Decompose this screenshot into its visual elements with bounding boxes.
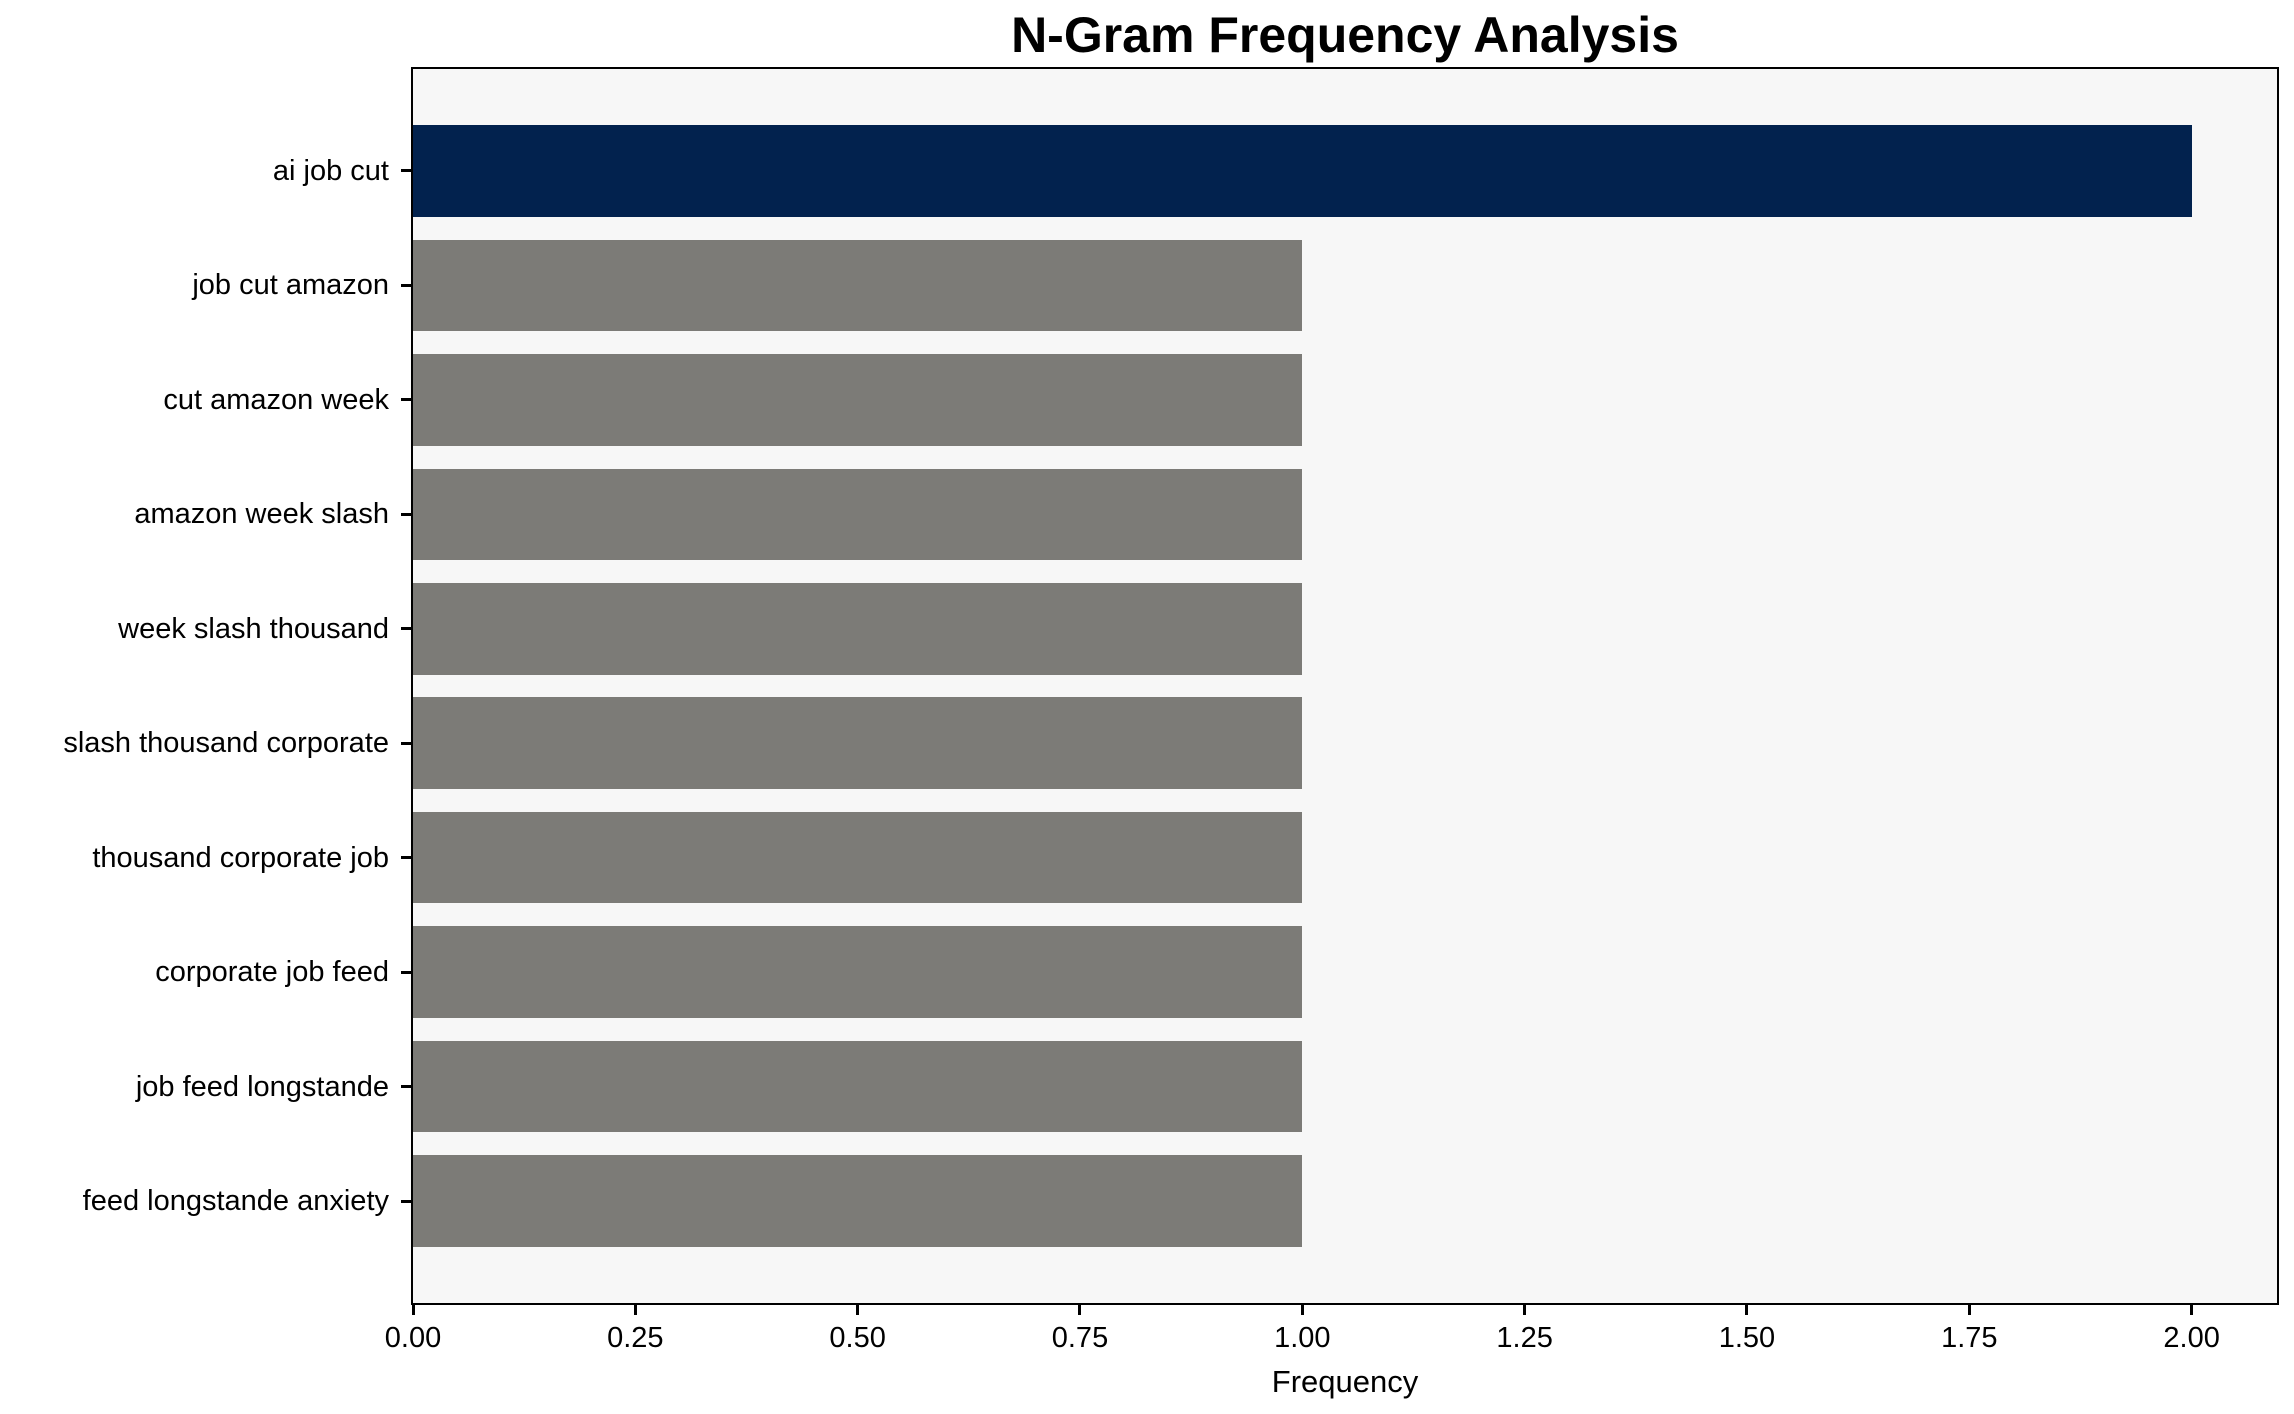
x-tick-mark [1745, 1303, 1749, 1315]
bar [413, 811, 1303, 904]
y-tick-mark [401, 1199, 411, 1203]
bar [413, 125, 2192, 217]
y-tick-mark [401, 970, 411, 974]
x-tick-label: 0.50 [829, 1322, 886, 1354]
bar [413, 1155, 1303, 1247]
x-tick-label: 0.00 [384, 1322, 442, 1354]
x-tick-label: 1.50 [1718, 1322, 1776, 1354]
y-tick-label: thousand corporate job [92, 841, 389, 874]
bar [413, 468, 1303, 561]
x-tick-mark [1967, 1303, 1971, 1315]
y-tick-mark [401, 627, 411, 631]
x-tick-mark [411, 1303, 415, 1315]
chart-title: N-Gram Frequency Analysis [1011, 7, 1679, 63]
y-tick-mark [401, 856, 411, 860]
x-tick-label: 0.25 [607, 1322, 664, 1354]
bar [413, 926, 1303, 1018]
x-tick-mark [633, 1303, 637, 1315]
bar [413, 239, 1303, 332]
x-tick-label: 1.00 [1274, 1322, 1331, 1354]
y-tick-label: job feed longstande [135, 1070, 389, 1103]
x-tick-label: 1.25 [1496, 1322, 1553, 1354]
y-tick-label: week slash thousand [118, 612, 389, 645]
y-tick-mark [401, 398, 411, 402]
y-tick-mark [401, 283, 411, 287]
y-tick-label: corporate job feed [155, 956, 389, 989]
y-tick-label: cut amazon week [163, 383, 389, 416]
y-tick-mark [401, 1085, 411, 1089]
y-tick-label: amazon week slash [134, 498, 389, 531]
plot-area [411, 67, 2279, 1305]
y-tick-label: ai job cut [272, 154, 389, 187]
bar [413, 697, 1303, 789]
x-tick-mark [2190, 1303, 2194, 1315]
x-tick-label: 2.00 [2163, 1322, 2220, 1354]
x-tick-label: 1.75 [1941, 1322, 1998, 1354]
y-tick-mark [401, 741, 411, 745]
x-tick-mark [1078, 1303, 1082, 1315]
x-tick-label: 0.75 [1051, 1322, 1109, 1354]
y-tick-mark [401, 512, 411, 516]
x-tick-mark [1523, 1303, 1527, 1315]
bar [413, 1040, 1303, 1133]
y-tick-label: job cut amazon [192, 269, 389, 302]
bar [413, 582, 1303, 675]
x-axis-label: Frequency [1271, 1364, 1419, 1399]
y-tick-mark [401, 169, 411, 173]
x-tick-mark [1300, 1303, 1304, 1315]
bar [413, 354, 1303, 446]
y-tick-label: slash thousand corporate [63, 727, 389, 760]
x-tick-mark [856, 1303, 860, 1315]
y-tick-label: feed longstande anxiety [82, 1185, 389, 1218]
